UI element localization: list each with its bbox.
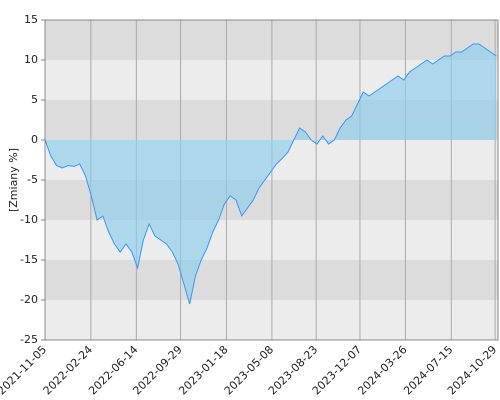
- line: [44, 43, 497, 305]
- y-axis-label: [Zmiany %]: [7, 148, 20, 212]
- y-tick-label: 0: [31, 133, 38, 146]
- plot-frame: [44, 19, 499, 341]
- y-tick-label: -20: [20, 293, 38, 306]
- y-tick-label: -5: [27, 173, 38, 186]
- y-tick-label: 10: [24, 53, 38, 66]
- y-tick-label: -10: [20, 213, 38, 226]
- y-tick-label: 5: [31, 93, 38, 106]
- y-tick-label: -25: [20, 333, 38, 346]
- y-tick-label: 15: [24, 13, 38, 26]
- area-fill: [45, 44, 497, 304]
- y-tick-label: -15: [20, 253, 38, 266]
